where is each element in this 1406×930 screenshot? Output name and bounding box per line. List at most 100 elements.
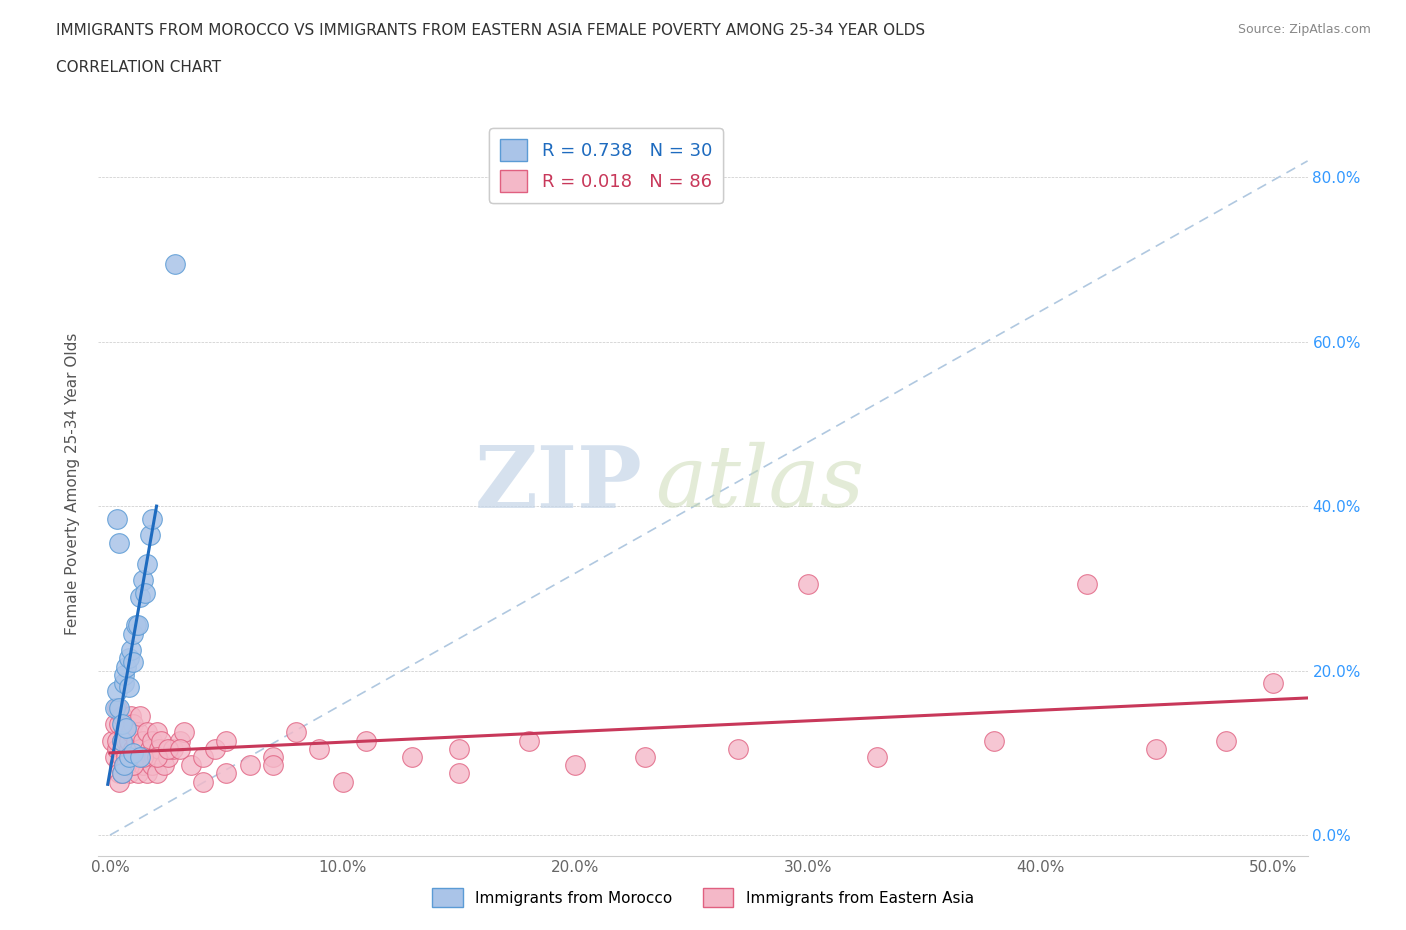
Point <box>111 709 134 724</box>
Point <box>983 733 1005 748</box>
Point <box>180 758 202 773</box>
Point <box>108 766 131 781</box>
Point <box>401 750 423 764</box>
Point <box>111 750 134 764</box>
Point <box>108 774 131 789</box>
Point <box>120 724 142 739</box>
Point <box>517 733 540 748</box>
Point <box>138 741 160 756</box>
Point <box>162 741 184 756</box>
Point <box>169 741 191 756</box>
Point <box>152 758 174 773</box>
Point <box>143 750 166 764</box>
Point <box>108 700 131 715</box>
Point <box>118 750 141 764</box>
Point <box>127 618 149 632</box>
Point <box>136 724 159 739</box>
Point <box>122 741 145 756</box>
Text: Source: ZipAtlas.com: Source: ZipAtlas.com <box>1237 23 1371 36</box>
Point <box>141 758 163 773</box>
Point <box>111 766 134 781</box>
Point <box>120 709 142 724</box>
Point <box>173 724 195 739</box>
Point <box>131 573 153 588</box>
Point <box>145 750 167 764</box>
Point <box>145 766 167 781</box>
Legend: R = 0.738   N = 30, R = 0.018   N = 86: R = 0.738 N = 30, R = 0.018 N = 86 <box>489 128 723 203</box>
Point <box>122 655 145 670</box>
Point <box>115 659 138 674</box>
Point <box>112 675 135 690</box>
Point <box>124 618 146 632</box>
Point <box>122 758 145 773</box>
Text: IMMIGRANTS FROM MOROCCO VS IMMIGRANTS FROM EASTERN ASIA FEMALE POVERTY AMONG 25-: IMMIGRANTS FROM MOROCCO VS IMMIGRANTS FR… <box>56 23 925 38</box>
Point <box>447 766 470 781</box>
Point <box>134 585 156 600</box>
Point <box>145 724 167 739</box>
Point <box>127 724 149 739</box>
Text: ZIP: ZIP <box>475 442 643 525</box>
Point <box>124 750 146 764</box>
Point <box>332 774 354 789</box>
Point <box>122 746 145 761</box>
Point <box>104 717 127 732</box>
Legend: Immigrants from Morocco, Immigrants from Eastern Asia: Immigrants from Morocco, Immigrants from… <box>426 883 980 913</box>
Point <box>796 577 818 591</box>
Point <box>239 758 262 773</box>
Point <box>124 733 146 748</box>
Point <box>1076 577 1098 591</box>
Point <box>136 766 159 781</box>
Point <box>131 750 153 764</box>
Point <box>129 741 152 756</box>
Point <box>122 717 145 732</box>
Text: CORRELATION CHART: CORRELATION CHART <box>56 60 221 75</box>
Point <box>354 733 377 748</box>
Text: atlas: atlas <box>655 443 863 525</box>
Point <box>129 750 152 764</box>
Point <box>157 741 180 756</box>
Point <box>111 733 134 748</box>
Point <box>148 741 170 756</box>
Point <box>111 733 134 748</box>
Point <box>105 700 128 715</box>
Point <box>118 766 141 781</box>
Point <box>131 733 153 748</box>
Point <box>120 750 142 764</box>
Point <box>115 733 138 748</box>
Point <box>127 766 149 781</box>
Point <box>141 512 163 526</box>
Point <box>169 733 191 748</box>
Point <box>120 643 142 658</box>
Point <box>285 724 308 739</box>
Point <box>204 741 226 756</box>
Point <box>215 766 238 781</box>
Point <box>122 758 145 773</box>
Point <box>215 733 238 748</box>
Point <box>105 684 128 698</box>
Y-axis label: Female Poverty Among 25-34 Year Olds: Female Poverty Among 25-34 Year Olds <box>65 332 80 635</box>
Point <box>105 512 128 526</box>
Point <box>131 758 153 773</box>
Point <box>191 774 214 789</box>
Point <box>157 750 180 764</box>
Point <box>118 741 141 756</box>
Point <box>138 527 160 542</box>
Point <box>165 257 187 272</box>
Point <box>1144 741 1167 756</box>
Point <box>118 733 141 748</box>
Point <box>115 750 138 764</box>
Point <box>108 758 131 773</box>
Point <box>115 758 138 773</box>
Point <box>136 556 159 571</box>
Point <box>108 536 131 551</box>
Point <box>111 717 134 732</box>
Point <box>112 758 135 773</box>
Point <box>118 680 141 695</box>
Point <box>112 741 135 756</box>
Point <box>191 750 214 764</box>
Point <box>108 717 131 732</box>
Point <box>101 733 124 748</box>
Point <box>115 721 138 736</box>
Point <box>129 709 152 724</box>
Point <box>308 741 330 756</box>
